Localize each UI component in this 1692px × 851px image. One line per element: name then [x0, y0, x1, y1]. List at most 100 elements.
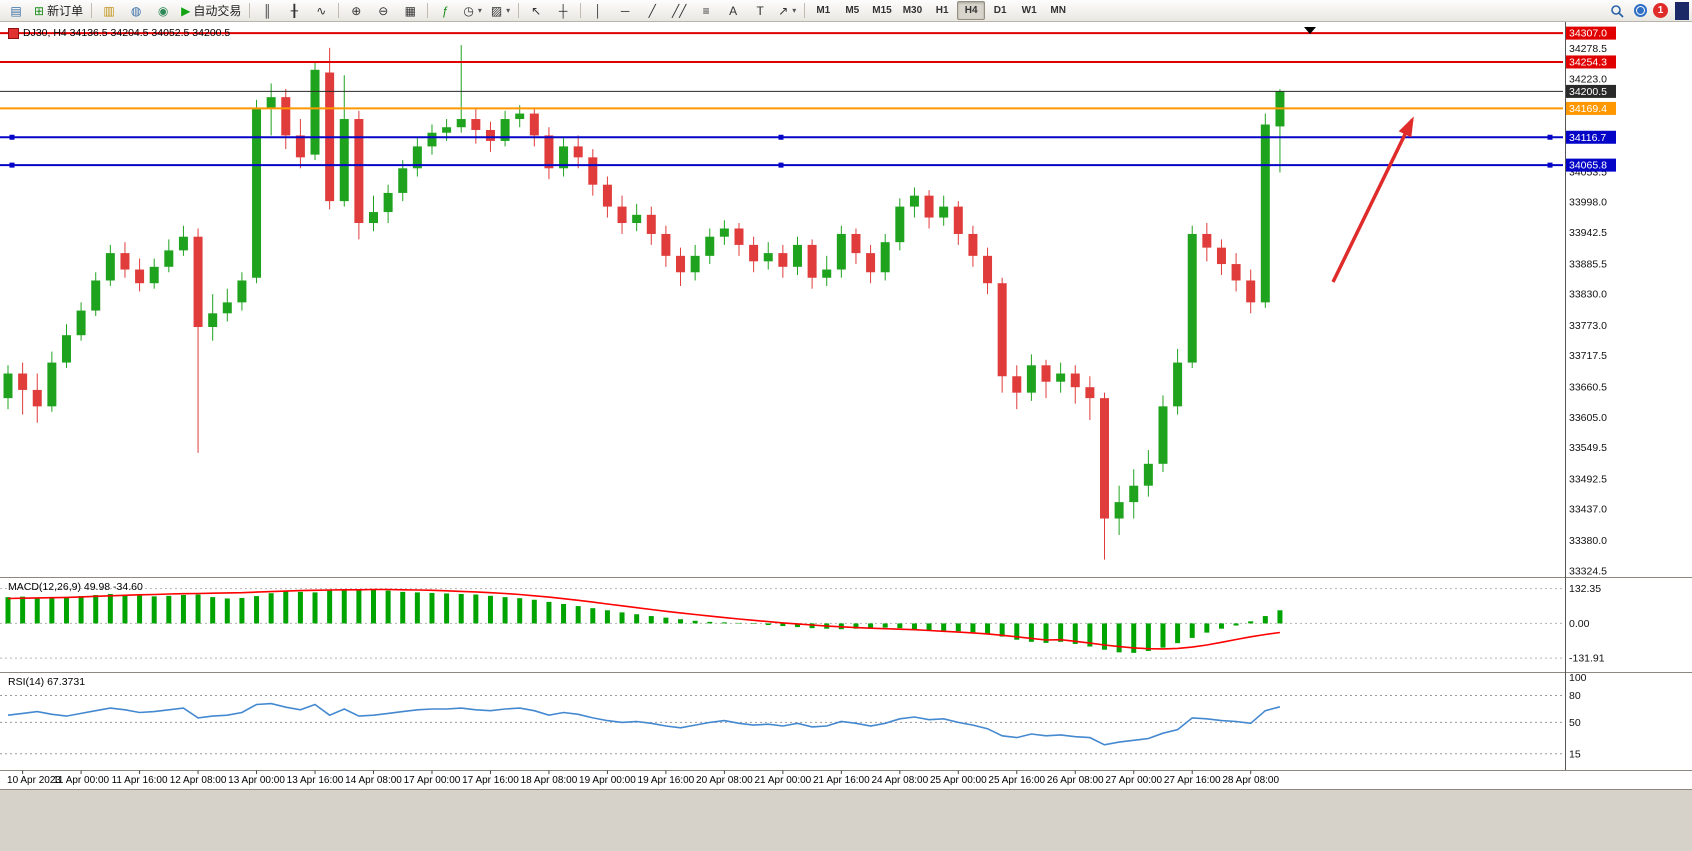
line-handle[interactable] — [778, 134, 784, 140]
candle — [18, 373, 28, 390]
timeframe-button-m15[interactable]: M15 — [872, 4, 892, 16]
cursor-button[interactable]: ↖ — [523, 1, 549, 21]
text-button[interactable]: A — [720, 1, 746, 21]
candle — [909, 195, 919, 207]
candle — [851, 233, 861, 254]
candle — [32, 389, 42, 407]
navigator-button[interactable]: ◉ — [150, 1, 176, 21]
tile-windows-button[interactable]: ▦ — [397, 1, 423, 21]
line-handle[interactable] — [1547, 134, 1553, 140]
timeframe-button-d1[interactable]: D1 — [993, 4, 1007, 16]
line-handle[interactable] — [778, 162, 784, 168]
timeframe-button-h1[interactable]: H1 — [935, 4, 949, 16]
svg-text:0.00: 0.00 — [1569, 618, 1590, 630]
svg-text:20 Apr 08:00: 20 Apr 08:00 — [696, 775, 753, 786]
data-window-button[interactable]: ◍ — [123, 1, 149, 21]
svg-text:33437.0: 33437.0 — [1569, 504, 1607, 516]
fibonacci-button[interactable]: ≡ — [693, 1, 719, 21]
candle — [1100, 398, 1109, 519]
candle — [559, 146, 569, 169]
text-label-button[interactable]: T — [747, 1, 773, 21]
indicators-button[interactable]: ƒ — [432, 1, 458, 21]
toolbar-separator — [249, 3, 251, 18]
market-watch-button[interactable]: ▥ — [96, 1, 122, 21]
dropdown-caret-icon: ▾ — [792, 5, 797, 15]
toolbar-separator — [580, 3, 582, 18]
svg-text:25 Apr 16:00: 25 Apr 16:00 — [988, 775, 1045, 786]
candle — [661, 233, 671, 256]
horizontal-line-34065.8[interactable] — [0, 162, 1563, 168]
notification-badge[interactable]: 1 — [1653, 3, 1668, 18]
crosshair-button[interactable]: ┼ — [550, 1, 576, 21]
timeframe-button-w1[interactable]: W1 — [1021, 4, 1037, 16]
arrows-button[interactable]: ↗ ▾ — [774, 1, 800, 21]
chart-window-icon: ▤ — [10, 3, 22, 18]
candle — [719, 228, 729, 237]
svg-text:17 Apr 16:00: 17 Apr 16:00 — [462, 775, 519, 786]
timeframe-button-h4[interactable]: H4 — [957, 1, 986, 20]
trend-arrow[interactable] — [1331, 116, 1414, 283]
chart-window-button[interactable]: ▤ — [3, 1, 29, 21]
svg-text:15: 15 — [1569, 748, 1581, 760]
candle — [442, 127, 452, 133]
candle — [485, 129, 495, 141]
svg-text:33942.5: 33942.5 — [1569, 227, 1607, 239]
equidistant-channel-button[interactable]: ╱╱ — [666, 1, 692, 21]
new-order-button[interactable]: ⊞ 新订单 — [30, 1, 87, 21]
candle — [281, 97, 291, 136]
chart-shift-marker[interactable] — [1304, 27, 1316, 34]
candle — [1129, 485, 1139, 503]
timeframe-button-m30[interactable]: M30 — [902, 4, 923, 16]
chart-canvas[interactable]: 34278.5 34223.0 34053.5 33998.0 33942.5 33885… — [0, 22, 1692, 790]
indicator-level-lines — [0, 588, 1563, 755]
candle — [1216, 247, 1226, 265]
timeframe-button-m1[interactable]: M1 — [816, 4, 831, 16]
auto-trading-button[interactable]: ▶ 自动交易 — [177, 1, 245, 21]
macd-signal-line — [7, 588, 1281, 650]
candle — [310, 69, 320, 155]
candlestick-chart-button[interactable]: ╂ — [281, 1, 307, 21]
timeframe-button-mn[interactable]: MN — [1050, 4, 1066, 16]
svg-text:34278.5: 34278.5 — [1569, 43, 1607, 55]
trendline-button[interactable]: ╱ — [639, 1, 665, 21]
candle — [61, 335, 71, 363]
line-handle[interactable] — [9, 134, 15, 140]
workspace-background — [0, 790, 1692, 851]
timeframe-button-m5[interactable]: M5 — [845, 4, 860, 16]
candle — [792, 244, 802, 267]
candlestick-chart-icon: ╂ — [290, 3, 298, 18]
candles-layer — [3, 45, 1285, 560]
line-handle[interactable] — [1547, 162, 1553, 168]
price-chart[interactable]: 34278.534223.034053.533998.033942.533885… — [0, 22, 1692, 790]
vertical-line-button[interactable]: │ — [585, 1, 611, 21]
symbol-icon — [8, 27, 19, 39]
templates-button[interactable]: ▨ ▾ — [487, 1, 514, 21]
svg-text:13 Apr 16:00: 13 Apr 16:00 — [287, 775, 344, 786]
zoom-in-button[interactable]: ⊕ — [343, 1, 369, 21]
periods-button[interactable]: ◷ ▾ — [459, 1, 486, 21]
candle — [1173, 362, 1183, 407]
svg-text:33830.0: 33830.0 — [1569, 289, 1607, 301]
zoom-out-button[interactable]: ⊖ — [370, 1, 396, 21]
auto-trading-icon: ▶ — [181, 3, 191, 18]
candle — [427, 132, 437, 147]
svg-text:34223.0: 34223.0 — [1569, 74, 1607, 86]
navigator-icon: ◉ — [157, 3, 169, 18]
bar-chart-button[interactable]: ║ — [254, 1, 280, 21]
svg-text:27 Apr 16:00: 27 Apr 16:00 — [1164, 775, 1221, 786]
search-button[interactable] — [1604, 1, 1630, 21]
search-icon — [1611, 4, 1624, 18]
price-axis: 34278.534223.034053.533998.033942.533885… — [1566, 26, 1616, 760]
svg-text:34065.8: 34065.8 — [1569, 160, 1607, 172]
symbol-ohlc-readout: DJ30, H4 34136.5 34204.5 34052.5 34200.5 — [8, 27, 230, 39]
svg-text:11 Apr 00:00: 11 Apr 00:00 — [53, 775, 109, 786]
svg-text:27 Apr 00:00: 27 Apr 00:00 — [1105, 775, 1162, 786]
line-handle[interactable] — [9, 162, 15, 168]
line-chart-button[interactable]: ∿ — [308, 1, 334, 21]
candle — [632, 214, 642, 224]
horizontal-line-34116.7[interactable] — [0, 134, 1563, 140]
chat-icon[interactable] — [1634, 4, 1647, 17]
horizontal-line-button[interactable]: ─ — [612, 1, 638, 21]
